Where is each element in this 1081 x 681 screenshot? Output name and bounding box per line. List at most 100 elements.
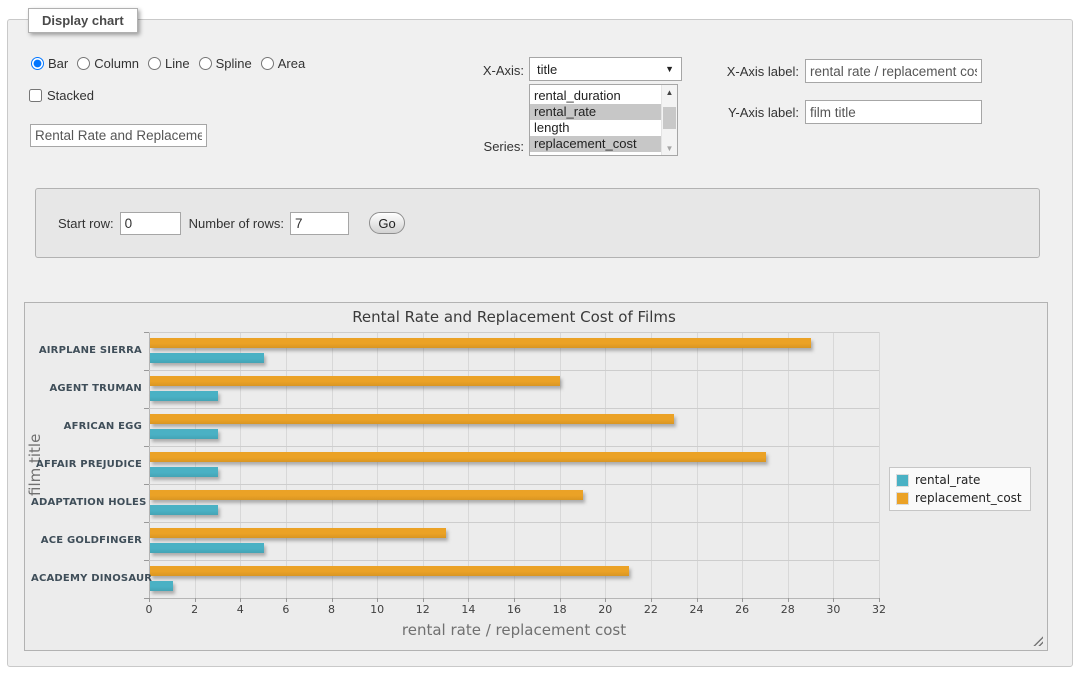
category-label: ADAPTATION HOLES	[31, 497, 147, 508]
stacked-checkbox[interactable]	[29, 89, 42, 102]
display-chart-tab-label: Display chart	[42, 13, 124, 28]
x-tick-mark	[377, 598, 379, 602]
x-axis-label-label: X-Axis label:	[726, 64, 799, 79]
chart-title: Rental Rate and Replacement Cost of Film…	[352, 308, 676, 326]
chart-type-radio-column[interactable]	[77, 57, 91, 70]
bar-rental_rate	[150, 353, 264, 363]
x-tick-mark	[696, 598, 698, 602]
x-tick-label: 0	[145, 603, 153, 616]
y-gridline	[149, 446, 879, 447]
legend-label: replacement_cost	[915, 491, 1022, 505]
bar-rental_rate	[150, 429, 218, 439]
x-gridline	[377, 332, 379, 598]
series-option-replacement_cost[interactable]: replacement_cost	[530, 136, 661, 152]
series-option-rental_duration[interactable]: rental_duration	[534, 88, 621, 103]
x-axis-select-value: title	[537, 61, 558, 77]
x-axis-title: rental rate / replacement cost	[401, 621, 627, 639]
y-gridline	[149, 522, 879, 523]
x-gridline	[605, 332, 607, 598]
x-tick-label: 18	[552, 603, 567, 616]
chart-type-label: Line	[165, 56, 190, 71]
series-listbox[interactable]: rental_duration rental_rate length replacem…	[529, 84, 678, 156]
y-gridline	[149, 332, 879, 333]
x-gridline	[240, 332, 242, 598]
x-tick-mark	[559, 598, 561, 602]
series-option-rental_rate[interactable]: rental_rate	[530, 104, 661, 120]
chart-type-option-line[interactable]: Line	[148, 56, 190, 71]
chevron-down-icon: ▼	[665, 64, 674, 74]
chart-type-radio-bar[interactable]	[31, 57, 44, 70]
x-tick-label: 32	[872, 603, 886, 616]
series-option-length[interactable]: length	[534, 120, 570, 135]
x-tick-mark	[285, 598, 287, 602]
x-tick-label: 4	[236, 603, 244, 616]
x-gridline	[514, 332, 515, 598]
bar-replacement_cost	[150, 528, 446, 538]
x-axis-select[interactable]: title ▼	[529, 57, 682, 81]
chart-type-radio-group: Bar Column Line Spline Area	[31, 56, 305, 71]
x-tick-mark	[194, 598, 196, 602]
bar-replacement_cost	[150, 452, 766, 462]
category-label: AFRICAN EGG	[63, 421, 142, 432]
bar-rental_rate	[150, 391, 218, 401]
start-row-input[interactable]	[119, 211, 181, 235]
y-axis-label-input[interactable]	[805, 100, 982, 124]
scroll-down-icon[interactable]: ▼	[662, 141, 677, 155]
x-gridline	[559, 332, 561, 598]
go-button[interactable]: Go	[369, 212, 405, 234]
x-gridline	[879, 332, 880, 598]
x-tick-label: 14	[461, 603, 476, 616]
x-tick-label: 10	[370, 603, 385, 616]
chart-title-input[interactable]	[30, 124, 207, 147]
y-tick-mark	[144, 408, 149, 409]
stacked-checkbox-row[interactable]: Stacked	[29, 88, 94, 103]
x-tick-label: 8	[328, 603, 335, 616]
scrollbar-thumb[interactable]	[663, 107, 676, 129]
chart-type-option-spline[interactable]: Spline	[198, 56, 252, 71]
category-label: ACE GOLDFINGER	[40, 535, 142, 546]
x-tick-mark	[742, 598, 744, 602]
y-gridline	[149, 370, 879, 371]
category-label: ACADEMY DINOSAUR	[31, 573, 153, 584]
bar-rental_rate	[150, 505, 218, 515]
bar-replacement_cost	[150, 376, 560, 386]
chart-type-radio-spline[interactable]	[198, 57, 212, 70]
series-options: rental_duration rental_rate length replacem…	[530, 85, 661, 155]
chart-type-radio-area[interactable]	[260, 57, 274, 70]
y-tick-mark	[144, 598, 149, 599]
x-tick-label: 6	[282, 603, 290, 616]
chart-type-option-bar[interactable]: Bar	[31, 56, 68, 71]
listbox-scrollbar[interactable]: ▲ ▼	[661, 85, 677, 155]
x-tick-mark	[787, 598, 789, 602]
scroll-up-icon[interactable]: ▲	[662, 85, 677, 99]
y-tick-mark	[144, 484, 149, 485]
chart-type-option-area[interactable]: Area	[260, 56, 305, 71]
x-gridline	[194, 332, 196, 598]
category-label: AIRPLANE SIERRA	[38, 345, 142, 356]
resize-grip-icon[interactable]	[1031, 634, 1043, 646]
x-tick-mark	[331, 598, 333, 602]
x-tick-label: 24	[689, 603, 704, 616]
chart-type-option-column[interactable]: Column	[77, 56, 139, 71]
chart-type-label: Column	[94, 56, 140, 71]
x-gridline	[285, 332, 287, 598]
y-tick-mark	[144, 522, 149, 523]
bar-replacement_cost	[150, 414, 674, 424]
x-axis-label-input[interactable]	[805, 59, 982, 83]
plot-area	[149, 332, 880, 599]
chart-type-radio-line[interactable]	[148, 57, 162, 70]
legend-item-rental_rate[interactable]: rental_rate	[896, 473, 1022, 487]
legend-item-replacement_cost[interactable]: replacement_cost	[896, 491, 1022, 505]
category-label: AGENT TRUMAN	[49, 383, 142, 394]
x-gridline	[787, 332, 789, 598]
legend-swatch	[896, 491, 909, 505]
bar-replacement_cost	[150, 338, 811, 348]
series-listbox-label: Series:	[483, 139, 524, 154]
y-axis-label-label: Y-Axis label:	[727, 105, 799, 120]
x-gridline	[422, 332, 424, 598]
x-tick-mark	[879, 598, 880, 602]
num-rows-input[interactable]	[290, 211, 349, 235]
x-tick-label: 28	[780, 603, 795, 616]
chart-type-label: Spline	[215, 56, 252, 71]
